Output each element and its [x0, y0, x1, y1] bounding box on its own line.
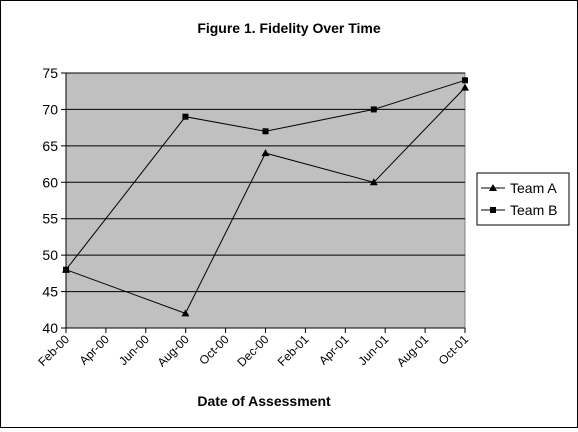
triangle-marker — [181, 309, 190, 317]
x-tick-label: Jun-01 — [355, 332, 391, 368]
x-axis-label: Date of Assessment — [197, 393, 331, 409]
square-marker — [63, 266, 69, 273]
y-tick-label: 75 — [42, 65, 58, 81]
y-tick-label: 70 — [42, 101, 58, 117]
plot-background — [65, 72, 466, 329]
x-tick-label: Apr-01 — [316, 332, 352, 368]
square-marker — [370, 106, 377, 113]
square-marker — [182, 113, 189, 120]
x-tick-label: Jun-00 — [116, 332, 152, 368]
x-tick-label: Oct-00 — [196, 332, 232, 368]
legend-label: Team A — [510, 180, 557, 196]
x-tick-label: Feb-01 — [275, 332, 312, 369]
square-marker — [462, 77, 468, 84]
triangle-marker — [369, 178, 378, 186]
triangle-marker — [261, 149, 270, 157]
y-tick-label: 65 — [42, 138, 58, 154]
legend-box — [476, 172, 570, 226]
y-tick-label: 45 — [42, 284, 58, 300]
series-lines — [62, 77, 469, 317]
x-tick-label: Aug-00 — [155, 332, 192, 369]
x-axis-ticks: Feb-00 Apr-00 Jun-00 Aug-00 Oct-00 Dec-00 Feb-… — [35, 328, 471, 369]
y-tick-label: 60 — [42, 174, 58, 190]
y-axis-ticks: 40 45 50 55 60 65 70 75 — [42, 65, 66, 336]
triangle-marker — [489, 184, 497, 191]
y-tick-label: 40 — [42, 320, 58, 336]
legend-label: Team B — [510, 202, 557, 218]
x-tick-label: Feb-00 — [35, 332, 72, 369]
legend: Team A Team B — [476, 172, 570, 226]
square-marker — [262, 128, 269, 135]
x-tick-label: Apr-00 — [77, 332, 113, 368]
y-tick-label: 50 — [42, 247, 58, 263]
x-tick-label: Dec-00 — [234, 332, 271, 369]
triangle-marker — [461, 83, 469, 91]
x-tick-label: Oct-01 — [436, 332, 472, 368]
chart-title: Figure 1. Fidelity Over Time — [197, 20, 381, 36]
plot-area — [65, 72, 466, 329]
x-tick-label: Aug-01 — [394, 332, 431, 369]
square-marker — [490, 207, 496, 213]
y-tick-label: 55 — [42, 211, 58, 227]
